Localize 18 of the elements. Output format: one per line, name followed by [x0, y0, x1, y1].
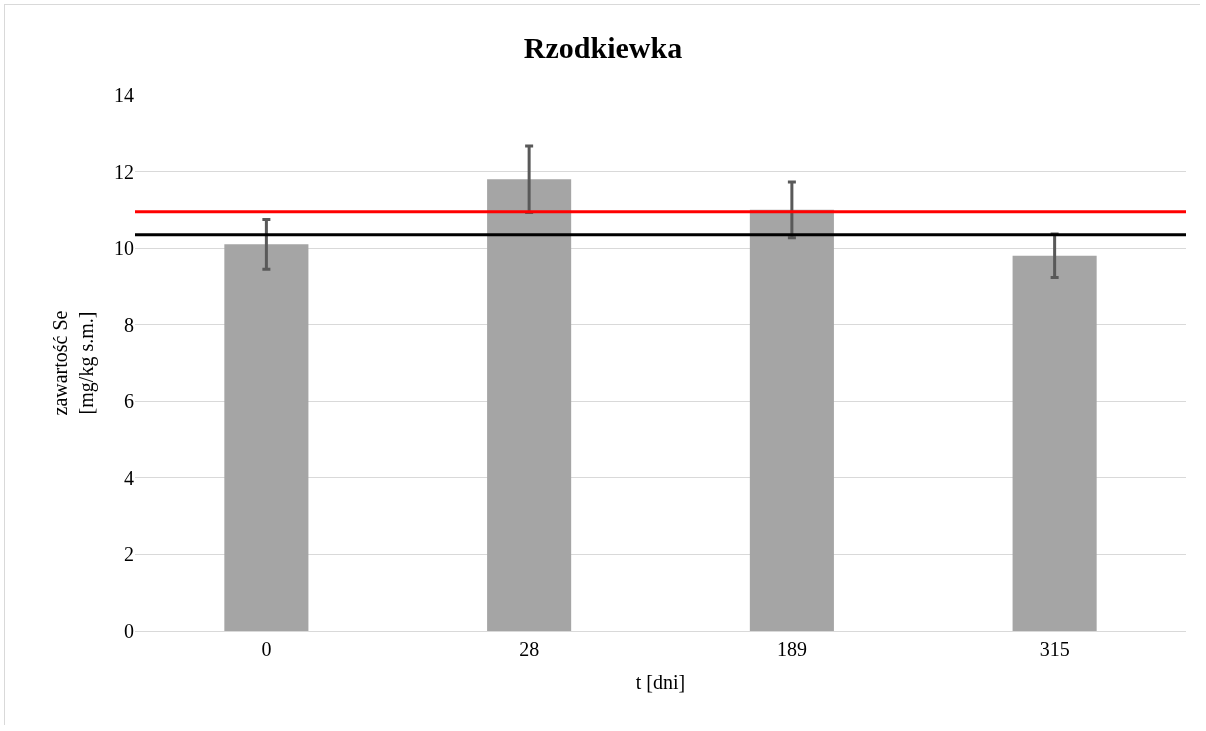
- y-tick-label: 10: [114, 237, 134, 260]
- bar: [1012, 255, 1097, 631]
- y-tick-label: 2: [124, 543, 134, 566]
- x-tick-label: 28: [519, 638, 540, 660]
- y-axis-title: zawartość Se [mg/kg s.m.]: [48, 310, 98, 416]
- bar: [487, 179, 572, 631]
- y-tick-label: 0: [124, 620, 134, 642]
- x-tick-label: 315: [1039, 638, 1070, 660]
- y-tick-label: 8: [124, 313, 134, 336]
- y-tick-label: 12: [114, 160, 134, 183]
- x-axis-title: t [dni]: [635, 670, 686, 693]
- chart-title: Rzodkiewka: [523, 31, 683, 65]
- y-tick-label: 4: [124, 466, 134, 489]
- y-tick-label: 14: [114, 84, 134, 106]
- bar: [224, 244, 309, 631]
- x-tick-label: 0: [261, 638, 272, 660]
- x-tick-label: 189: [776, 638, 807, 660]
- y-tick-label: 6: [124, 390, 134, 413]
